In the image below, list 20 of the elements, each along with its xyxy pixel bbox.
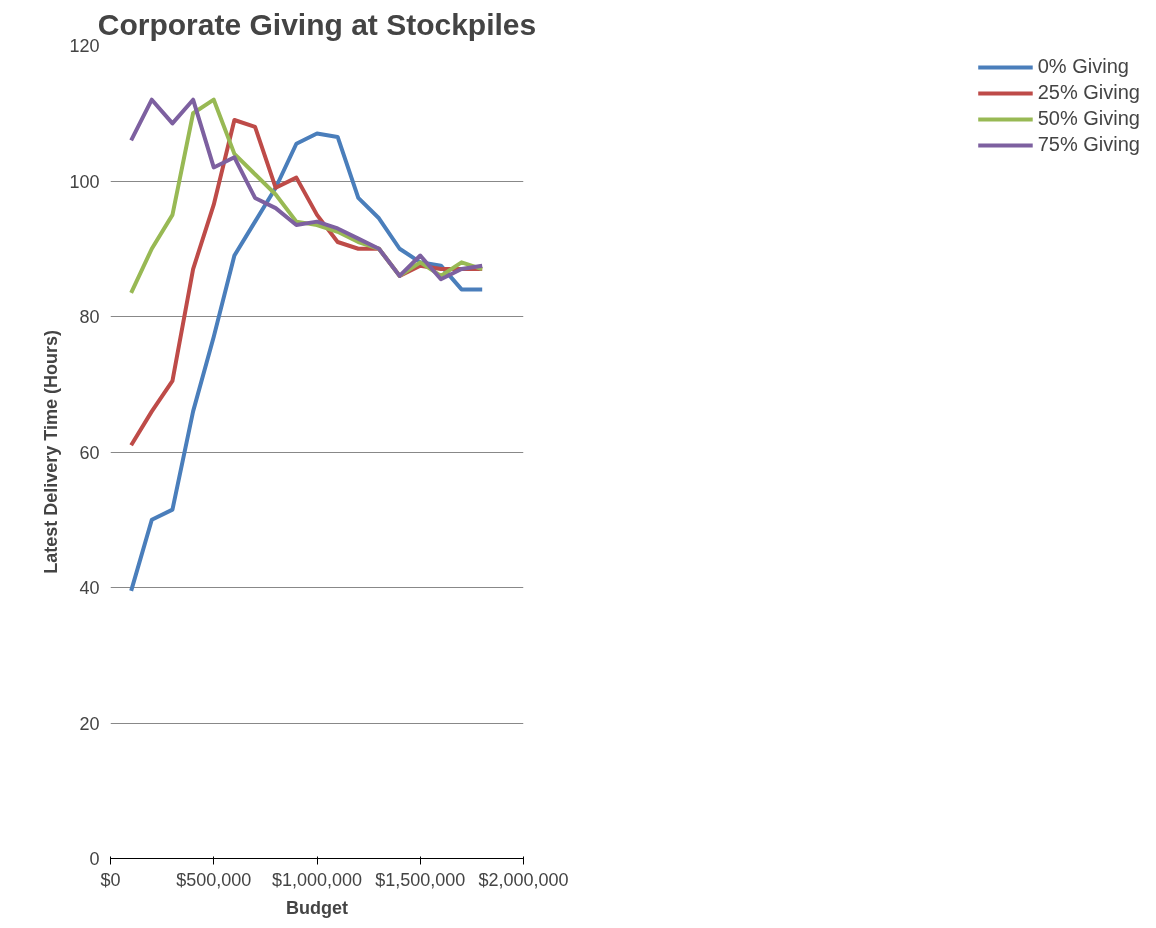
y-tick-label: 60: [79, 442, 100, 463]
y-tick-label: 40: [79, 578, 100, 598]
line-series: [129, 131, 485, 593]
x-axis-title: Budget: [286, 897, 349, 918]
x-tick-label: $0: [100, 869, 121, 890]
y-tick-label: 20: [79, 713, 100, 734]
chart-title: Corporate Giving at Stockpiles: [97, 7, 537, 41]
y-tick-label: 120: [69, 36, 100, 56]
x-tick-label: $1,500,000: [375, 869, 466, 890]
y-tick-label: 100: [69, 171, 100, 192]
x-tick-label: $500,000: [176, 869, 252, 890]
legend-label: 25% Giving: [1037, 81, 1140, 104]
y-tick-label: 80: [79, 307, 100, 327]
x-tick-label: $1,000,000: [271, 869, 363, 890]
legend-label: 50% Giving: [1037, 107, 1140, 130]
y-tick-label: 0: [89, 849, 100, 869]
y-axis-title: Latest Delivery Time (Hours): [41, 330, 62, 574]
x-tick-label: $2,000,000: [478, 869, 569, 890]
legend-label: 0% Giving: [1037, 55, 1129, 78]
legend-label: 75% Giving: [1037, 133, 1140, 156]
